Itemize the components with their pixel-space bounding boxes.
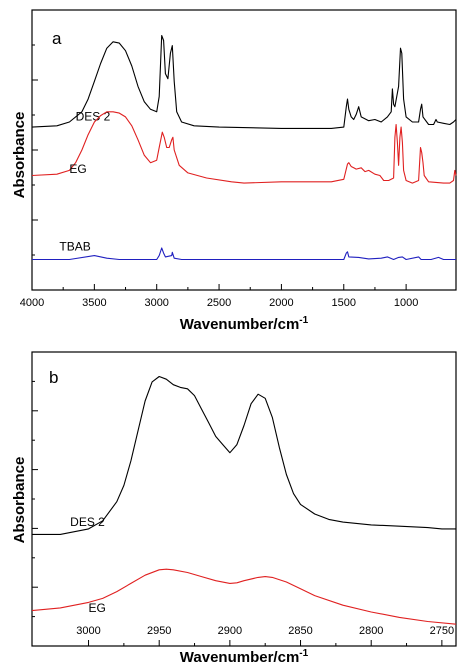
series-line-eg — [31, 568, 457, 625]
x-tick-label: 2900 — [218, 625, 242, 637]
panel-label: a — [52, 29, 62, 48]
chart-panel-b: 3000 2950 2900 2850 2800 2750 DES 2 EG b Absorban… — [11, 351, 457, 664]
series-label: EG — [69, 162, 86, 176]
series-label: DES 2 — [76, 110, 111, 124]
series-line-des-2 — [32, 375, 456, 535]
series-line-eg — [31, 111, 457, 184]
x-tick-label: 2750 — [430, 625, 454, 637]
y-axis-label: Absorbance — [11, 112, 28, 199]
chart-panel-a: 4000 3500 3000 2500 2000 1500 1000 DES 2 EG TBAB a… — [11, 9, 457, 333]
series-label: DES 2 — [70, 515, 105, 529]
plot-frame — [31, 9, 457, 291]
x-tick-label: 3000 — [76, 625, 100, 637]
x-tick-label: 2950 — [147, 625, 171, 637]
x-tick-label: 4000 — [20, 297, 44, 309]
series-line-des-2 — [31, 34, 457, 129]
x-tick-label: 3500 — [82, 297, 106, 309]
y-axis-label: Absorbance — [11, 457, 28, 544]
series-label: TBAB — [59, 240, 90, 254]
series-line-tbab — [32, 247, 456, 261]
x-tick-label: 2800 — [359, 625, 383, 637]
x-tick-label: 1500 — [332, 297, 356, 309]
x-tick-label: 2000 — [269, 297, 293, 309]
x-tick-label: 2850 — [288, 625, 312, 637]
x-tick-label: 2500 — [207, 297, 231, 309]
x-axis-label: Wavenumber/cm-1 — [180, 648, 309, 664]
x-tick-label: 3000 — [144, 297, 168, 309]
x-axis-label: Wavenumber/cm-1 — [180, 315, 309, 333]
series-label: EG — [89, 601, 106, 615]
x-tick-label: 1000 — [394, 297, 418, 309]
panel-label: b — [49, 368, 58, 387]
